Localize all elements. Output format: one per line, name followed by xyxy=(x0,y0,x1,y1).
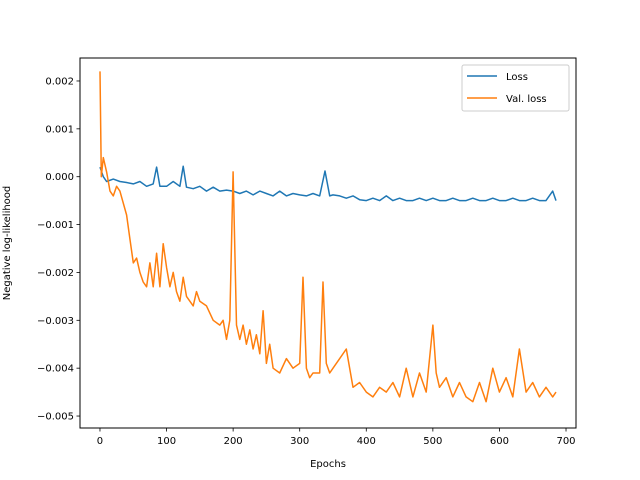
series-layer xyxy=(99,71,557,403)
y-axis-label: Negative log-likelihood xyxy=(2,186,13,301)
x-tick-label: 600 xyxy=(490,436,509,447)
y-tick-label: −0.003 xyxy=(37,316,74,327)
y-tick-label: 0.001 xyxy=(45,124,74,135)
x-axis-label: Epochs xyxy=(310,459,346,470)
y-tick-label: −0.002 xyxy=(37,268,74,279)
y-tick-label: 0.000 xyxy=(45,172,74,183)
axes-frame xyxy=(79,57,577,429)
x-tick-label: 100 xyxy=(157,436,176,447)
x-tick-label: 200 xyxy=(224,436,243,447)
legend-label-loss: Loss xyxy=(506,72,528,83)
legend-label-val-loss: Val. loss xyxy=(506,94,547,105)
y-tick-label: 0.002 xyxy=(45,76,74,87)
legend: Loss Val. loss xyxy=(461,64,570,112)
x-tick-label: 500 xyxy=(423,436,442,447)
series-line-loss xyxy=(99,165,557,202)
ticks-layer: 0 100 200 300 400 500 600 700 −0.005 −0.004 −0.003… xyxy=(37,76,576,447)
plot-area xyxy=(80,58,576,428)
x-tick-label: 300 xyxy=(290,436,309,447)
y-tick-label: −0.001 xyxy=(37,220,74,231)
y-tick-label: −0.004 xyxy=(37,364,74,375)
x-tick-label: 400 xyxy=(357,436,376,447)
series-line-val-loss xyxy=(99,71,557,403)
x-tick-label: 0 xyxy=(97,436,103,447)
x-tick-label: 700 xyxy=(556,436,575,447)
y-tick-label: −0.005 xyxy=(37,412,74,423)
